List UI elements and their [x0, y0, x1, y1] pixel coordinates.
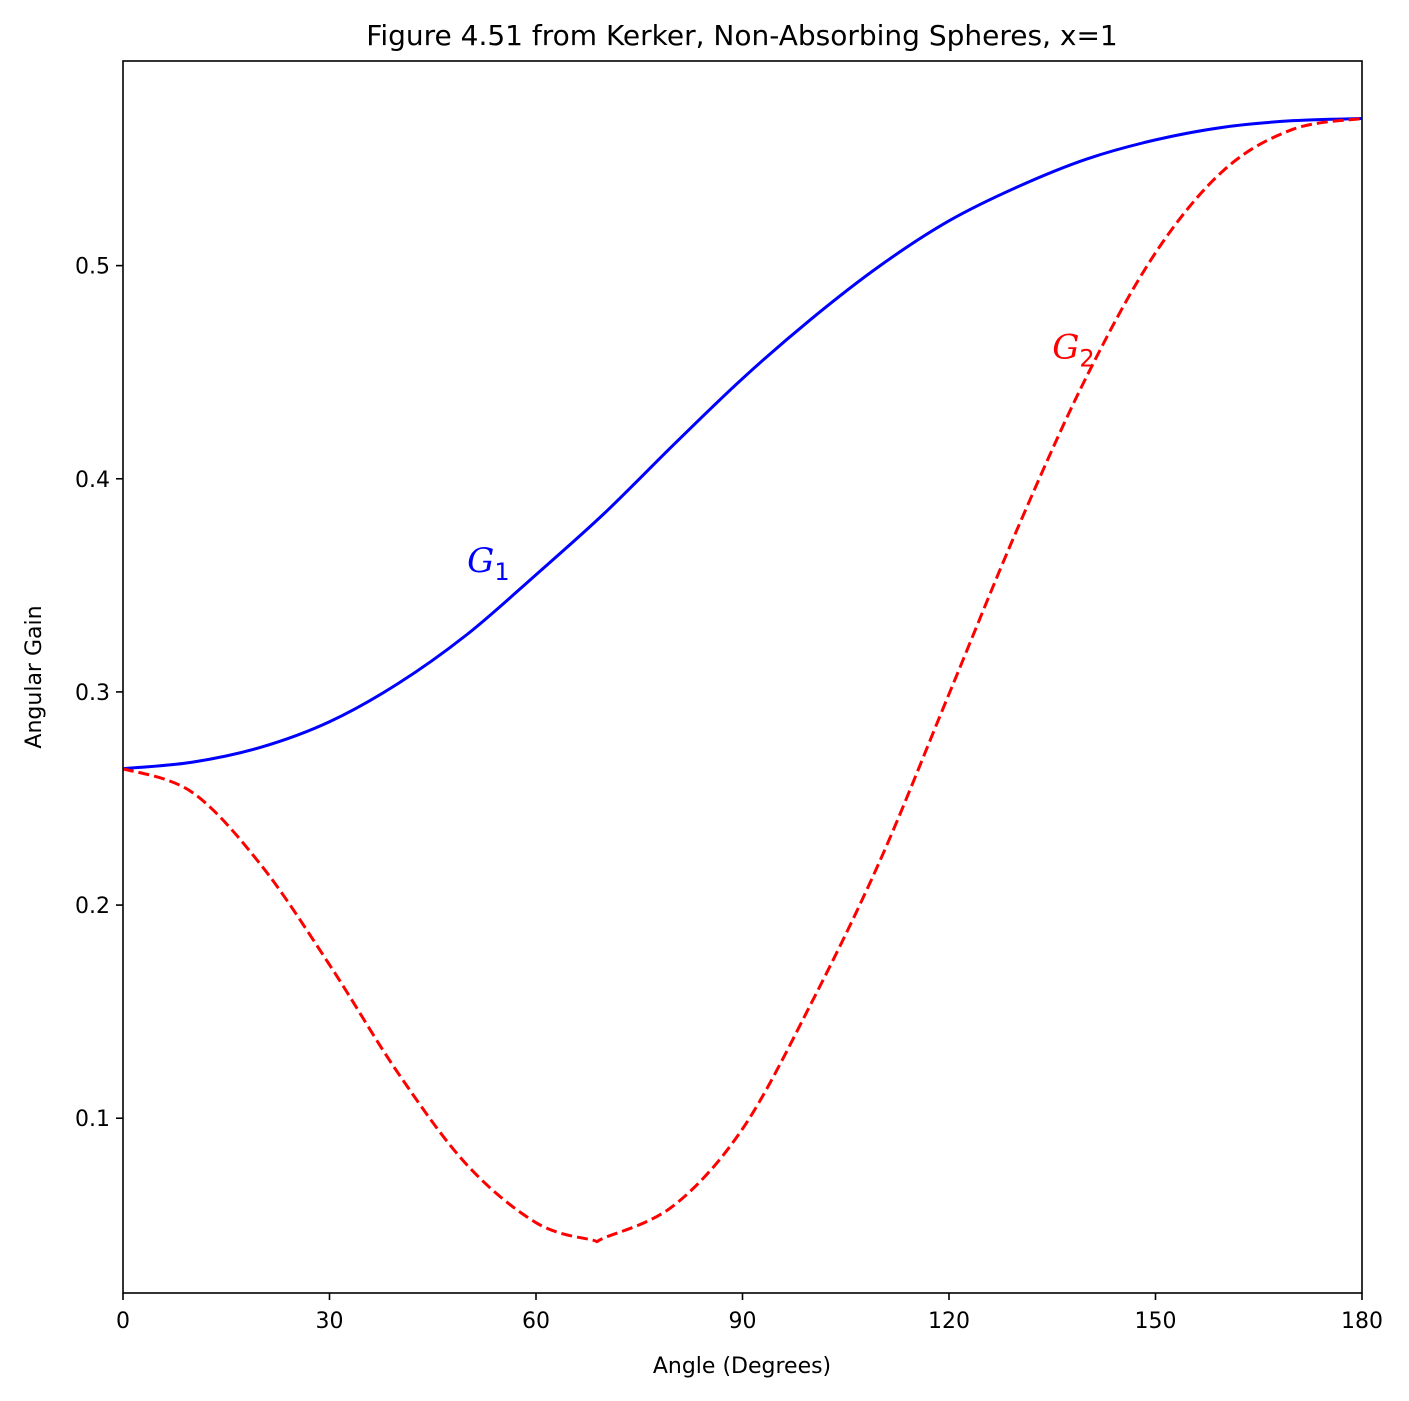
x-axis-label: Angle (Degrees) [653, 1354, 831, 1379]
y-tick-label: 0.3 [75, 681, 110, 706]
chart-title: Figure 4.51 from Kerker, Non-Absorbing S… [366, 19, 1117, 52]
x-axis: 0 30 60 90 120 150 180 [116, 1293, 1383, 1334]
y-axis: 0.1 0.2 0.3 0.4 0.5 [75, 255, 123, 1132]
series-line-g2 [122, 117, 1363, 1244]
series-layer [122, 117, 1363, 1244]
y-tick-label: 0.2 [75, 894, 110, 919]
x-tick-label: 180 [1341, 1309, 1383, 1334]
y-tick-label: 0.1 [75, 1107, 110, 1132]
plot-frame [122, 60, 1363, 1294]
x-tick-label: 150 [1135, 1309, 1177, 1334]
series-annotation: G1 [467, 541, 509, 586]
x-tick-label: 90 [729, 1309, 757, 1334]
annotation-layer: G1 G2 [467, 328, 1095, 586]
x-tick-label: 120 [928, 1309, 970, 1334]
series-line-g1 [122, 117, 1363, 771]
x-tick-label: 60 [522, 1309, 550, 1334]
y-tick-label: 0.4 [75, 468, 110, 493]
series-annotation: G2 [1052, 328, 1094, 373]
y-tick-label: 0.5 [75, 255, 110, 280]
x-tick-label: 30 [316, 1309, 344, 1334]
y-axis-label: Angular Gain [22, 605, 47, 748]
x-tick-label: 0 [116, 1309, 130, 1334]
